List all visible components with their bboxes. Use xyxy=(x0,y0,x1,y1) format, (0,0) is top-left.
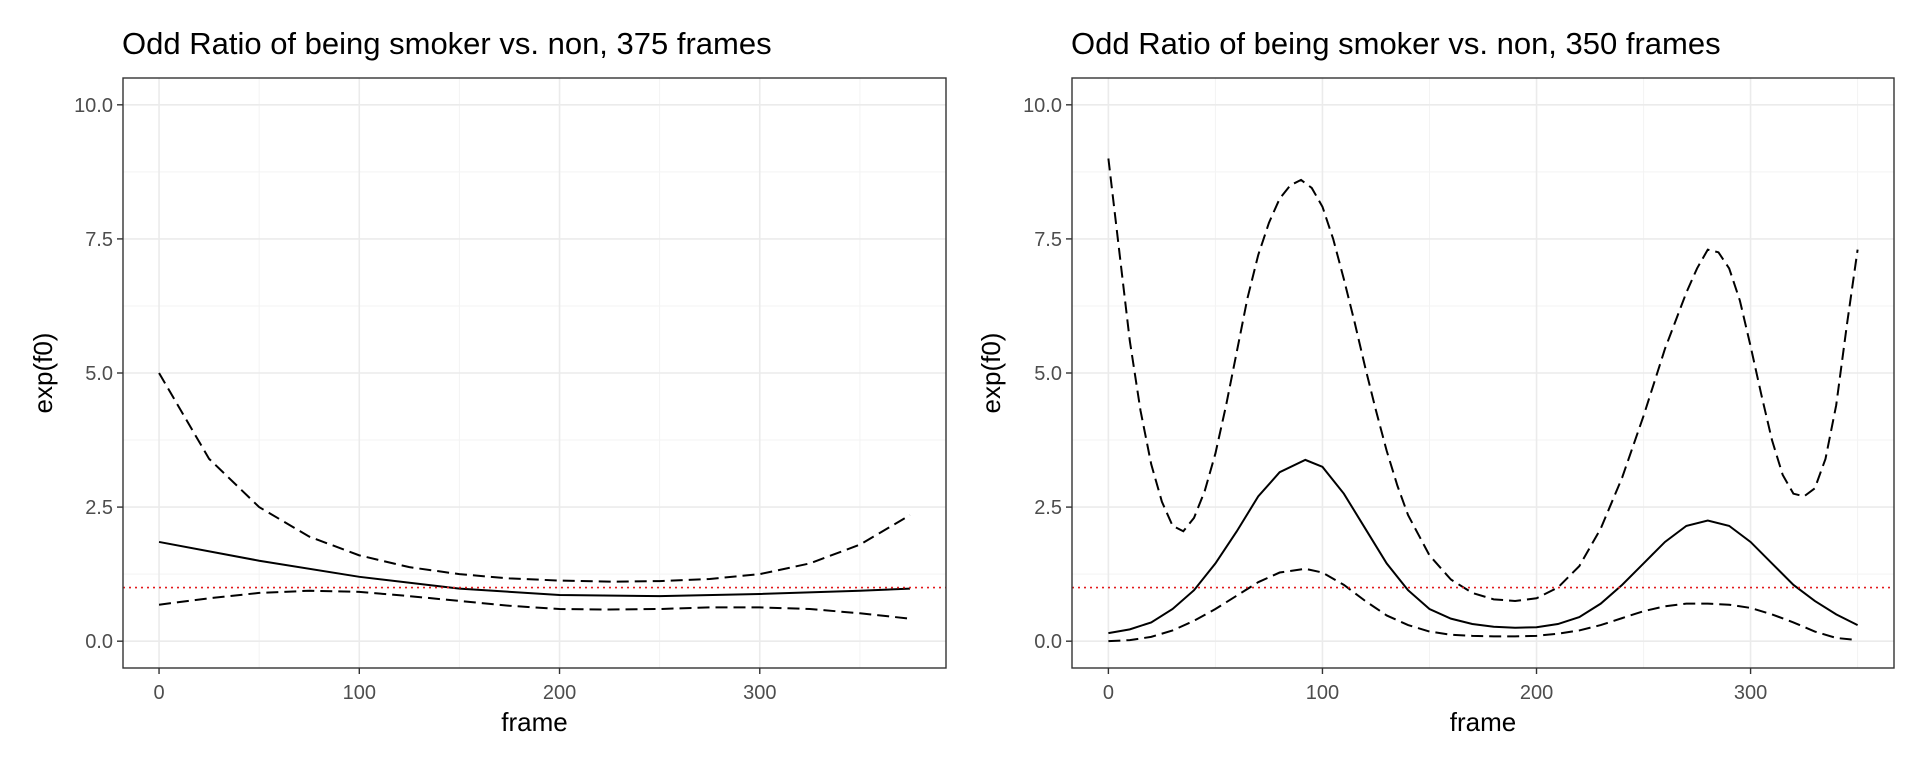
x-tick-label: 0 xyxy=(153,682,164,704)
series-line-upper xyxy=(1107,158,1859,602)
x-tick-label: 100 xyxy=(343,682,376,704)
chart-title: Odd Ratio of being smoker vs. non, 350 f… xyxy=(1071,26,1721,61)
y-tick-label: 5.0 xyxy=(1034,363,1062,385)
x-tick-label: 200 xyxy=(1520,682,1553,704)
y-axis: 0.0 2.5 5.0 7.5 10.0 xyxy=(74,95,123,653)
series-line-lower xyxy=(158,589,911,620)
y-axis-label: exp(f0) xyxy=(28,333,58,414)
y-tick-label: 10.0 xyxy=(1023,95,1062,117)
series-line-estimate xyxy=(158,540,911,598)
y-tick-label: 7.5 xyxy=(1034,229,1062,251)
y-axis: 0.0 2.5 5.0 7.5 10.0 xyxy=(1023,95,1072,653)
chart-title: Odd Ratio of being smoker vs. non, 375 f… xyxy=(122,26,772,61)
y-tick-label: 7.5 xyxy=(85,229,113,251)
x-axis-label: frame xyxy=(501,707,567,737)
x-tick-label: 0 xyxy=(1103,682,1114,704)
x-axis: 0 100 200 300 xyxy=(153,668,776,704)
major-gridlines xyxy=(1072,78,1894,668)
series-line-lower xyxy=(1108,567,1858,643)
series-group xyxy=(1107,158,1859,643)
x-tick-label: 200 xyxy=(543,682,576,704)
y-tick-label: 0.0 xyxy=(85,631,113,653)
x-axis: 0 100 200 300 xyxy=(1103,668,1767,704)
y-axis-label: exp(f0) xyxy=(976,333,1006,414)
chart-panel-right: 0.0 2.5 5.0 7.5 10.0 0 100 200 300 Odd Ratio of b… xyxy=(976,26,1895,737)
y-tick-label: 2.5 xyxy=(1034,497,1062,519)
x-tick-label: 100 xyxy=(1306,682,1339,704)
series-line-estimate xyxy=(1108,458,1859,635)
chart-panel-left: 0.0 2.5 5.0 7.5 10.0 0 100 200 300 Odd Ratio of b… xyxy=(28,26,947,737)
x-axis-label: frame xyxy=(1450,707,1516,737)
y-tick-label: 5.0 xyxy=(85,363,113,385)
y-tick-label: 2.5 xyxy=(85,497,113,519)
x-tick-label: 300 xyxy=(743,682,776,704)
y-tick-label: 0.0 xyxy=(1034,631,1062,653)
series-line-upper xyxy=(158,372,911,583)
x-tick-label: 300 xyxy=(1734,682,1767,704)
y-tick-label: 10.0 xyxy=(74,95,113,117)
series-group xyxy=(158,372,911,620)
